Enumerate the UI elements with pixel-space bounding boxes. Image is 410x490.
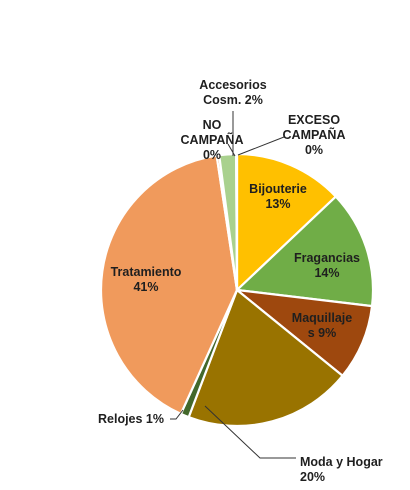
pie-slice-moda-y-hogar	[187, 288, 345, 428]
data-label-line: Bijouterie	[249, 182, 307, 196]
slices-layer	[99, 152, 375, 428]
labels-layer: Bijouterie 13% Fragancias 14% Maquillaje s 9%…	[98, 78, 383, 484]
data-label-line: 41%	[133, 280, 158, 294]
data-label-accesorios-cosm: Accesorios Cosm. 2%	[199, 78, 266, 107]
data-label-line: EXCESO	[288, 113, 340, 127]
data-label-line: CAMPAÑA	[283, 127, 346, 142]
leader-line-no-campana	[227, 143, 236, 157]
data-label-line: 13%	[265, 197, 290, 211]
leader-line-moda-y-hogar	[204, 405, 296, 459]
pie-slice-tratamiento	[99, 154, 239, 416]
data-label-line: NO	[203, 118, 222, 132]
data-label-line: 0%	[203, 148, 221, 162]
data-label-line: Maquillaje	[292, 311, 352, 325]
data-label-exceso-campana: EXCESO CAMPAÑA 0%	[283, 113, 346, 157]
pie-slice-fragancias	[234, 195, 375, 308]
pie-slice-exceso-campana	[235, 152, 239, 291]
data-label-no-campana: NO CAMPAÑA 0%	[181, 118, 244, 162]
data-label-line: Relojes 1%	[98, 412, 164, 426]
data-label-line: 0%	[305, 143, 323, 157]
data-label-line: 20%	[300, 470, 325, 484]
data-label-maquillajes: Maquillaje s 9%	[292, 311, 352, 340]
data-label-line: Tratamiento	[111, 265, 182, 279]
data-label-tratamiento: Tratamiento 41%	[111, 265, 182, 294]
data-label-line: s 9%	[308, 326, 337, 340]
data-label-line: CAMPAÑA	[181, 132, 244, 147]
data-label-bijouterie: Bijouterie 13%	[249, 182, 307, 211]
leader-line-exceso-campana	[237, 136, 285, 156]
data-label-relojes: Relojes 1%	[98, 412, 164, 426]
data-label-line: 14%	[314, 266, 339, 280]
data-label-line: Cosm. 2%	[203, 93, 263, 107]
leaders-layer	[170, 111, 296, 459]
data-label-line: Fragancias	[294, 251, 360, 265]
data-label-fragancias: Fragancias 14%	[294, 251, 360, 280]
data-label-line: Accesorios	[199, 78, 266, 92]
leader-line-relojes	[170, 409, 184, 420]
data-label-moda-y-hogar: Moda y Hogar 20%	[300, 455, 383, 484]
data-label-line: Moda y Hogar	[300, 455, 383, 469]
pie-slice-bijouterie	[235, 152, 338, 293]
